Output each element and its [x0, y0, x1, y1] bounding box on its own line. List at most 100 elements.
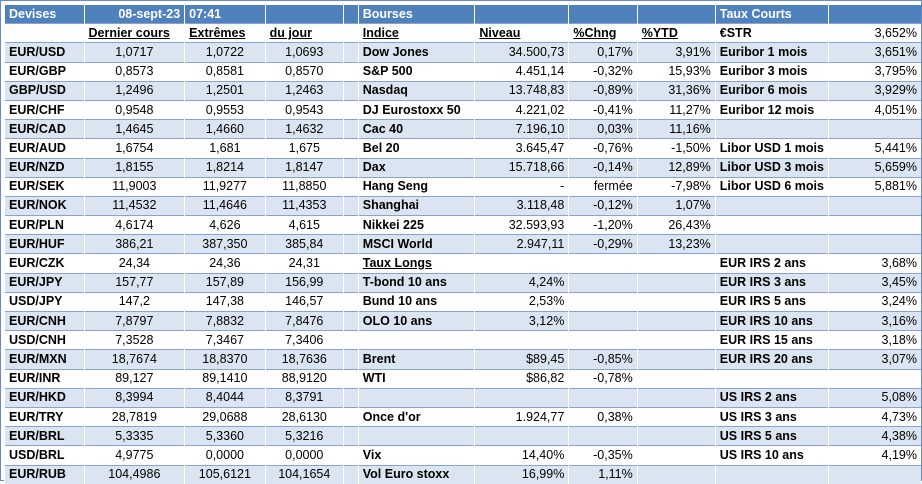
- last-price: 1,8155: [83, 157, 185, 178]
- index-level: 3,12%: [474, 310, 569, 331]
- last-price: 7,8797: [83, 310, 185, 331]
- index-name: [357, 426, 475, 446]
- last-price: 104,4986: [83, 464, 185, 484]
- last-price: 0,8573: [83, 61, 185, 82]
- currency-pair: EUR/PLN: [4, 215, 85, 235]
- currency-pair: EUR/TRY: [4, 406, 85, 427]
- extreme-low: 1,4632: [264, 119, 344, 139]
- extreme-low: 0,0000: [264, 445, 344, 465]
- table-row: EUR/RUB 104,4986 105,6121 104,1654 Vol Euro …: [4, 464, 921, 484]
- last-price: 11,9003: [83, 176, 185, 197]
- index-name: Hang Seng: [357, 176, 475, 197]
- currency-pair: EUR/USD: [4, 42, 85, 63]
- table-row: EUR/MXN 18,7674 18,8370 18,7636 Brent $89,45-…: [4, 349, 921, 370]
- index-name: Dax: [357, 157, 475, 178]
- col-dernier-cours: Dernier cours: [83, 23, 185, 43]
- index-name: Nasdaq: [357, 80, 475, 101]
- last-price: 28,7819: [83, 406, 185, 427]
- ytd-pct: 11,27%: [636, 99, 716, 120]
- rate-name: [714, 368, 829, 389]
- rate-name: Euribor 12 mois: [714, 99, 829, 120]
- rate-value: 5,441%: [827, 138, 921, 158]
- extreme-high: 1,2501: [184, 80, 266, 101]
- market-table: Devises 08-sept-23 07:41 Bourses Taux Co…: [4, 5, 921, 484]
- ytd-pct: [636, 349, 716, 370]
- extreme-low: 7,8476: [264, 310, 344, 331]
- table-row: EUR/INR 89,127 89,1410 88,9120 WTI $86,82 -0,7…: [4, 368, 921, 389]
- last-price: 0,9548: [83, 99, 185, 120]
- change-pct: -0,78%: [568, 368, 638, 389]
- currency-pair: EUR/CZK: [4, 253, 85, 274]
- currency-pair: EUR/JPY: [4, 272, 85, 293]
- index-level: 7.196,10: [474, 119, 569, 139]
- change-pct: -0,12%: [568, 195, 638, 216]
- currency-pair: EUR/HUF: [4, 234, 85, 254]
- change-pct: 1,11%: [568, 464, 638, 484]
- estr-value: 3,652%: [827, 23, 921, 43]
- table-row: EUR/JPY 157,77 157,89 156,99 T-bond 10 ans 4,…: [4, 272, 921, 293]
- change-pct: [568, 387, 638, 408]
- index-name: Bund 10 ans: [357, 291, 475, 312]
- index-level: 16,99%: [474, 464, 569, 484]
- rate-value: 3,795%: [827, 61, 921, 82]
- index-level: $86,82: [474, 368, 569, 389]
- ytd-pct: 26,43%: [636, 215, 716, 235]
- extreme-low: 7,3406: [264, 330, 344, 350]
- last-price: 1,2496: [83, 80, 185, 101]
- extreme-low: 0,9543: [264, 99, 344, 120]
- index-level: [474, 426, 569, 446]
- ytd-pct: [636, 426, 716, 446]
- change-pct: fermée: [568, 176, 638, 197]
- index-name: WTI: [357, 368, 475, 389]
- rate-value: 4,19%: [827, 445, 921, 465]
- extreme-high: 0,0000: [184, 445, 266, 465]
- time-label: 07:41: [184, 5, 266, 24]
- extreme-low: 5,3216: [264, 426, 344, 446]
- rate-value: [827, 195, 921, 216]
- rate-value: 5,659%: [827, 157, 921, 178]
- index-name: Vol Euro stoxx: [357, 464, 475, 484]
- index-name: Brent: [357, 349, 475, 370]
- extreme-low: 146,57: [264, 291, 344, 312]
- ytd-pct: [636, 387, 716, 408]
- change-pct: 0,03%: [568, 119, 638, 139]
- extreme-low: 1,675: [264, 138, 344, 158]
- table-row: EUR/HKD 8,3994 8,4044 8,3791 US IRS 2 ans 5,0…: [4, 387, 921, 408]
- change-pct: 0,38%: [568, 406, 638, 427]
- rate-value: 4,38%: [827, 426, 921, 446]
- index-level: 34.500,73: [474, 42, 569, 63]
- extreme-high: 5,3360: [184, 426, 266, 446]
- ytd-pct: [636, 464, 716, 484]
- table-row: USD/JPY 147,2 147,38 146,57 Bund 10 ans 2,53%…: [4, 291, 921, 312]
- rate-name: [714, 234, 829, 254]
- currency-pair: EUR/INR: [4, 368, 85, 389]
- rate-value: 3,45%: [827, 272, 921, 293]
- index-level: 2.947,11: [474, 234, 569, 254]
- col-ytd: %YTD: [636, 23, 716, 43]
- last-price: 18,7674: [83, 349, 185, 370]
- col-extremes: Extrêmes: [184, 23, 266, 43]
- rate-name: EUR IRS 20 ans: [714, 349, 829, 370]
- extreme-high: 105,6121: [184, 464, 266, 484]
- change-pct: -0,29%: [568, 234, 638, 254]
- extreme-high: 8,4044: [184, 387, 266, 408]
- rate-name: [714, 464, 829, 484]
- rate-value: 5,08%: [827, 387, 921, 408]
- change-pct: -0,85%: [568, 349, 638, 370]
- rate-value: 3,16%: [827, 310, 921, 331]
- currency-pair: EUR/NOK: [4, 195, 85, 216]
- index-level: [474, 387, 569, 408]
- change-pct: -0,89%: [568, 80, 638, 101]
- index-name: S&P 500: [357, 61, 475, 82]
- taux-courts-title: Taux Courts: [714, 5, 829, 24]
- currency-pair: EUR/MXN: [4, 349, 85, 370]
- currency-pair: GBP/USD: [4, 80, 85, 101]
- extreme-high: 29,0688: [184, 406, 266, 427]
- extreme-low: 0,8570: [264, 61, 344, 82]
- ytd-pct: 1,07%: [636, 195, 716, 216]
- extreme-high: 18,8370: [184, 349, 266, 370]
- extreme-low: 11,8850: [264, 176, 344, 197]
- change-pct: -0,41%: [568, 99, 638, 120]
- last-price: 89,127: [83, 368, 185, 389]
